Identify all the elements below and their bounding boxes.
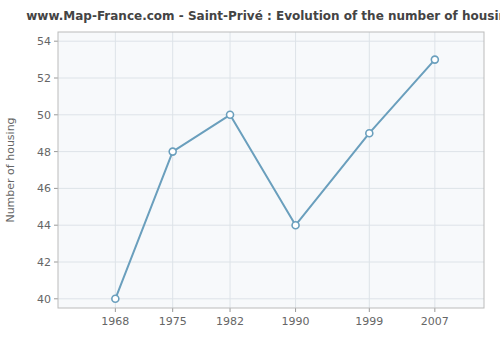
tick-label: 54 <box>37 35 51 48</box>
tick-mark <box>434 308 435 312</box>
tick-mark <box>295 308 296 312</box>
tick-mark <box>369 308 370 312</box>
tick-label: 1990 <box>282 315 310 328</box>
tick-label: 1968 <box>101 315 129 328</box>
point <box>169 148 176 155</box>
grid-line <box>58 41 484 42</box>
tick-label: 48 <box>37 146 51 159</box>
tick-label: 1982 <box>216 315 244 328</box>
tick-label: 1999 <box>355 315 383 328</box>
tick-mark <box>54 262 58 263</box>
series <box>112 56 439 302</box>
point <box>431 56 438 63</box>
tick-mark <box>115 308 116 312</box>
grid-line <box>230 32 231 308</box>
tick-label: 2007 <box>421 315 449 328</box>
tick-label: 44 <box>37 219 51 232</box>
tick-mark <box>230 308 231 312</box>
grid <box>58 32 484 308</box>
tick-mark <box>54 225 58 226</box>
grid-line <box>172 32 173 308</box>
tick-label: 50 <box>37 109 51 122</box>
axes: 40 42 44 46 48 50 52 54 1968 1975 1982 1990 1999 2007 <box>37 32 484 328</box>
tick-mark <box>54 114 58 115</box>
tick-label: 52 <box>37 72 51 85</box>
grid-line <box>58 188 484 189</box>
tick-label: 46 <box>37 182 51 195</box>
tick-label: 42 <box>37 256 51 269</box>
tick-label: 1975 <box>159 315 187 328</box>
grid-line <box>295 32 296 308</box>
point <box>227 111 234 118</box>
y-axis-label: Number of housing <box>4 117 17 222</box>
chart: 40 42 44 46 48 50 52 54 1968 1975 1982 1990 1999 2007… <box>0 0 500 340</box>
plot-frame <box>58 32 484 308</box>
tick-mark <box>54 298 58 299</box>
tick-label: 40 <box>37 293 51 306</box>
point <box>292 222 299 229</box>
grid-line <box>434 32 435 308</box>
tick-mark <box>172 308 173 312</box>
tick-mark <box>54 41 58 42</box>
grid-line <box>58 151 484 152</box>
grid-line <box>58 298 484 299</box>
grid-line <box>115 32 116 308</box>
plot-area <box>58 32 484 308</box>
grid-line <box>369 32 370 308</box>
grid-line <box>58 114 484 115</box>
line <box>115 60 435 299</box>
title: www.Map-France.com - Saint-Privé : Evolu… <box>26 9 500 23</box>
tick-mark <box>54 188 58 189</box>
tick-mark <box>54 151 58 152</box>
point <box>112 295 119 302</box>
grid-line <box>58 225 484 226</box>
tick-mark <box>54 78 58 79</box>
point <box>366 130 373 137</box>
grid-line <box>58 262 484 263</box>
